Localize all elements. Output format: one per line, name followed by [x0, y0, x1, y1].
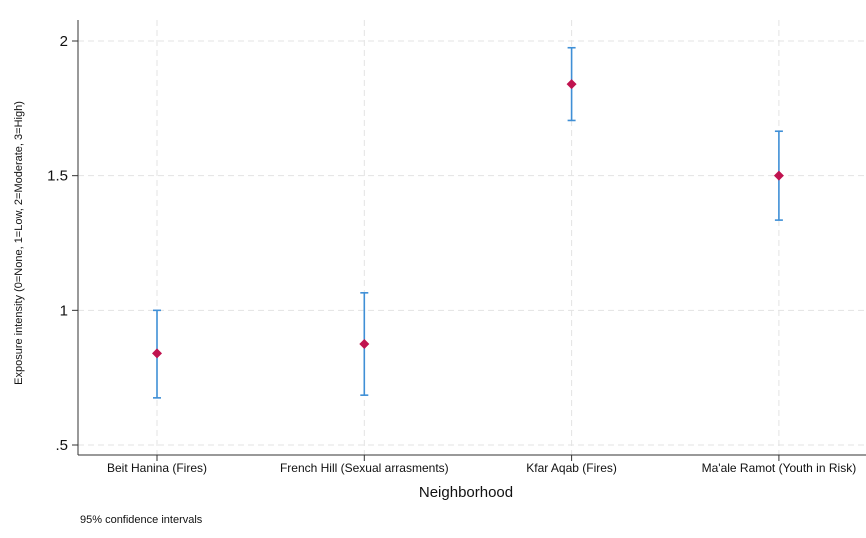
- x-tick-label: Kfar Aqab (Fires): [526, 461, 617, 475]
- y-tick-label: .5: [55, 437, 68, 454]
- chart-note: 95% confidence intervals: [80, 514, 203, 526]
- y-axis-ticks: .5 1 1.5 2: [47, 33, 78, 454]
- y-tick-label: 1: [60, 302, 68, 319]
- x-tick-label: French Hill (Sexual arrasments): [280, 461, 449, 475]
- data-point-marker: [566, 79, 577, 90]
- y-axis-label: Exposure intensity (0=None, 1=Low, 2=Mod…: [13, 101, 25, 385]
- y-tick-label: 2: [60, 33, 68, 50]
- data-point-marker: [359, 339, 370, 349]
- gridlines: [78, 20, 866, 455]
- data-point-marker: [152, 348, 162, 359]
- axes: [77, 20, 866, 456]
- x-tick-label: Ma'ale Ramot (Youth in Risk): [702, 461, 857, 475]
- error-bars: [153, 46, 783, 399]
- data-points: [152, 79, 784, 359]
- x-tick-label: Beit Hanina (Fires): [107, 461, 207, 475]
- y-tick-label: 1.5: [47, 168, 68, 185]
- x-axis-label: Neighborhood: [419, 484, 513, 501]
- data-point-marker: [773, 170, 784, 181]
- x-axis-ticks: Beit Hanina (Fires) French Hill (Sexual a…: [107, 455, 856, 475]
